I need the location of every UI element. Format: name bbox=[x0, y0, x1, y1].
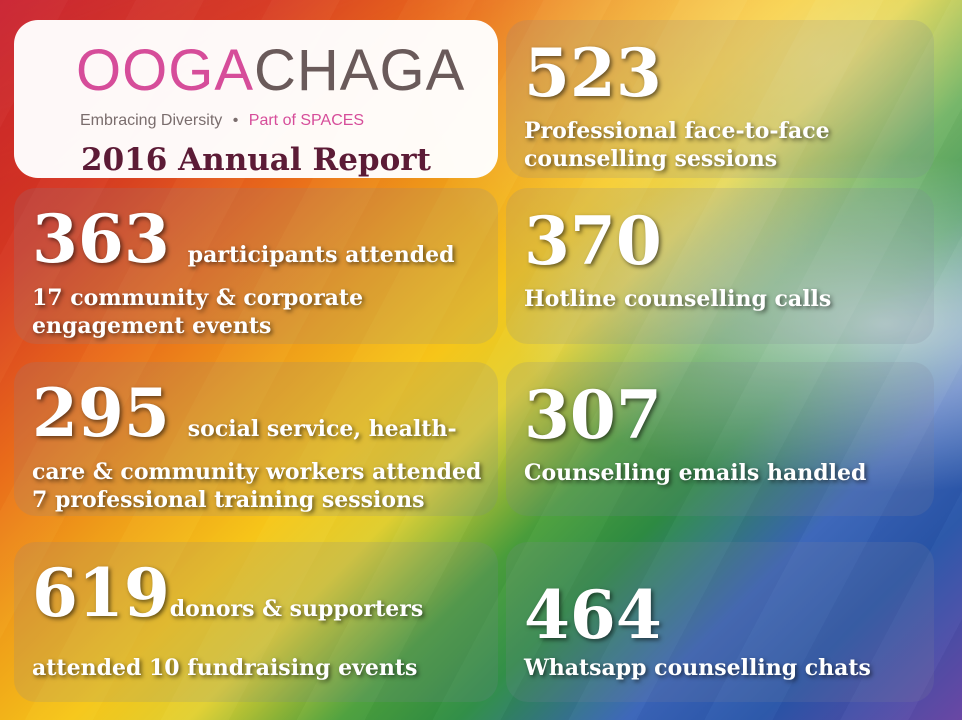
stat-card-face-to-face: 523 Professional face-to-face counsellin… bbox=[506, 20, 934, 178]
stat-card-donors: 619 donors & supporters attended 10 fund… bbox=[14, 542, 498, 702]
stat-description: 17 community & corporate engagement even… bbox=[32, 285, 364, 340]
logo-card: OOGACHAGA Embracing Diversity • Part of … bbox=[14, 20, 498, 178]
oogachaga-logo: OOGACHAGA bbox=[76, 42, 465, 100]
logo-chaga-text: CHAGA bbox=[254, 38, 466, 103]
stat-description: care & community workers attended 7 prof… bbox=[32, 459, 482, 514]
stat-card-emails: 307 Counselling emails handled bbox=[506, 362, 934, 516]
stat-inline-text: social service, health- bbox=[187, 416, 457, 442]
stat-description: attended 10 fundraising events bbox=[32, 655, 418, 681]
stat-number: 363 bbox=[32, 200, 170, 278]
stat-card-workers: 295 social service, health- care & commu… bbox=[14, 362, 498, 516]
stat-number: 523 bbox=[524, 34, 662, 112]
stat-description: Counselling emails handled bbox=[524, 460, 867, 486]
stat-headline: 363 participants attended bbox=[32, 206, 454, 272]
stat-description: Hotline counselling calls bbox=[524, 286, 832, 312]
stat-description: Whatsapp counselling chats bbox=[524, 655, 871, 681]
logo-ooga-text: OOGA bbox=[76, 38, 255, 103]
tagline-left: Embracing Diversity bbox=[80, 112, 223, 129]
stat-number: 619 bbox=[32, 554, 170, 632]
stat-card-participants: 363 participants attended 17 community &… bbox=[14, 188, 498, 344]
stat-number: 295 bbox=[32, 374, 170, 452]
logo-tagline: Embracing Diversity • Part of SPACES bbox=[80, 112, 364, 130]
stat-inline-text: participants attended bbox=[187, 242, 455, 268]
stat-description: Professional face-to-face counselling se… bbox=[524, 118, 830, 173]
stat-number: 464 bbox=[524, 576, 662, 654]
stat-number: 370 bbox=[524, 202, 662, 280]
tagline-right: Part of SPACES bbox=[248, 112, 365, 129]
stat-headline: 295 social service, health- bbox=[32, 380, 457, 446]
tagline-dot: • bbox=[232, 112, 239, 129]
stat-headline: 619 donors & supporters bbox=[32, 560, 423, 626]
stat-card-hotline: 370 Hotline counselling calls bbox=[506, 188, 934, 344]
stat-card-whatsapp: 464 Whatsapp counselling chats bbox=[506, 542, 934, 702]
annual-report-title: 2016 Annual Report bbox=[81, 142, 431, 178]
stat-inline-text: donors & supporters bbox=[169, 596, 424, 622]
stat-number: 307 bbox=[524, 376, 662, 454]
